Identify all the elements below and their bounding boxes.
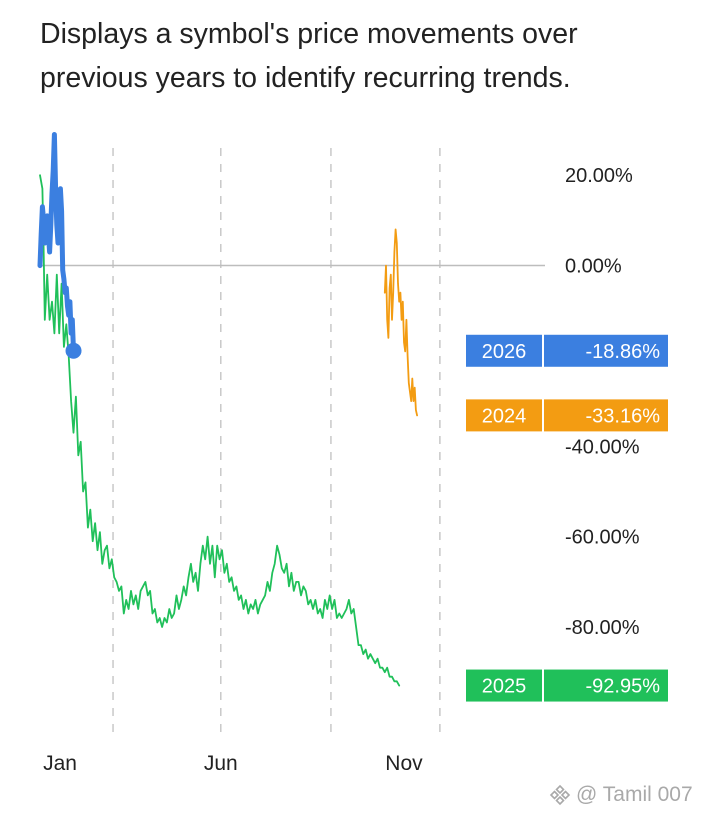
series-tag-2026: 2026 -18.86%: [466, 334, 668, 367]
series-tag-year: 2026: [482, 341, 527, 363]
series-line-2025: [39, 174, 401, 687]
series-tag-year: 2025: [482, 676, 527, 698]
series-tag-year-box: [466, 334, 542, 367]
x-tick-label: Nov: [385, 752, 423, 775]
series-tag-value-box: [544, 334, 668, 367]
series-value-tags: 2025 -92.95% 2026 -18.86% 2024 -33.16%: [466, 334, 668, 702]
series-line-2024: [383, 228, 418, 417]
watermark: @ Tamil 007: [548, 780, 693, 810]
y-tick-label: 0.00%: [565, 256, 622, 278]
series-tag-value-box: [544, 399, 668, 432]
series-tag-year-box: [466, 669, 542, 702]
binance-logo-icon: [549, 784, 571, 806]
watermark-text: @ Tamil 007: [576, 783, 693, 806]
series-line-2026: [37, 132, 76, 354]
x-axis-labels: Jan Jun Nov: [43, 752, 423, 775]
series-tag-year-box: [466, 399, 542, 432]
series-tag-2024: 2024 -33.16%: [466, 399, 668, 432]
chart-gridlines: [40, 148, 545, 735]
y-tick-label: -60.00%: [565, 527, 640, 549]
series-tag-value: -92.95%: [586, 676, 661, 698]
y-tick-label: -40.00%: [565, 436, 640, 458]
y-tick-label: 20.00%: [565, 165, 633, 187]
y-axis-labels: 20.00% 0.00% -40.00% -60.00% -80.00%: [565, 165, 640, 639]
chart-series-lines: [37, 132, 418, 687]
series-tag-value: -18.86%: [586, 341, 661, 363]
series-tag-2025: 2025 -92.95%: [466, 669, 668, 702]
x-tick-label: Jan: [43, 752, 77, 775]
y-tick-label: -80.00%: [565, 617, 640, 639]
series-end-point-2026: [65, 342, 82, 359]
series-tag-value: -33.16%: [586, 405, 661, 427]
chart-description: Displays a symbol's price movements over…: [40, 18, 578, 94]
series-tag-year: 2024: [482, 405, 527, 427]
x-tick-label: Jun: [204, 752, 238, 775]
series-tag-value-box: [544, 669, 668, 702]
